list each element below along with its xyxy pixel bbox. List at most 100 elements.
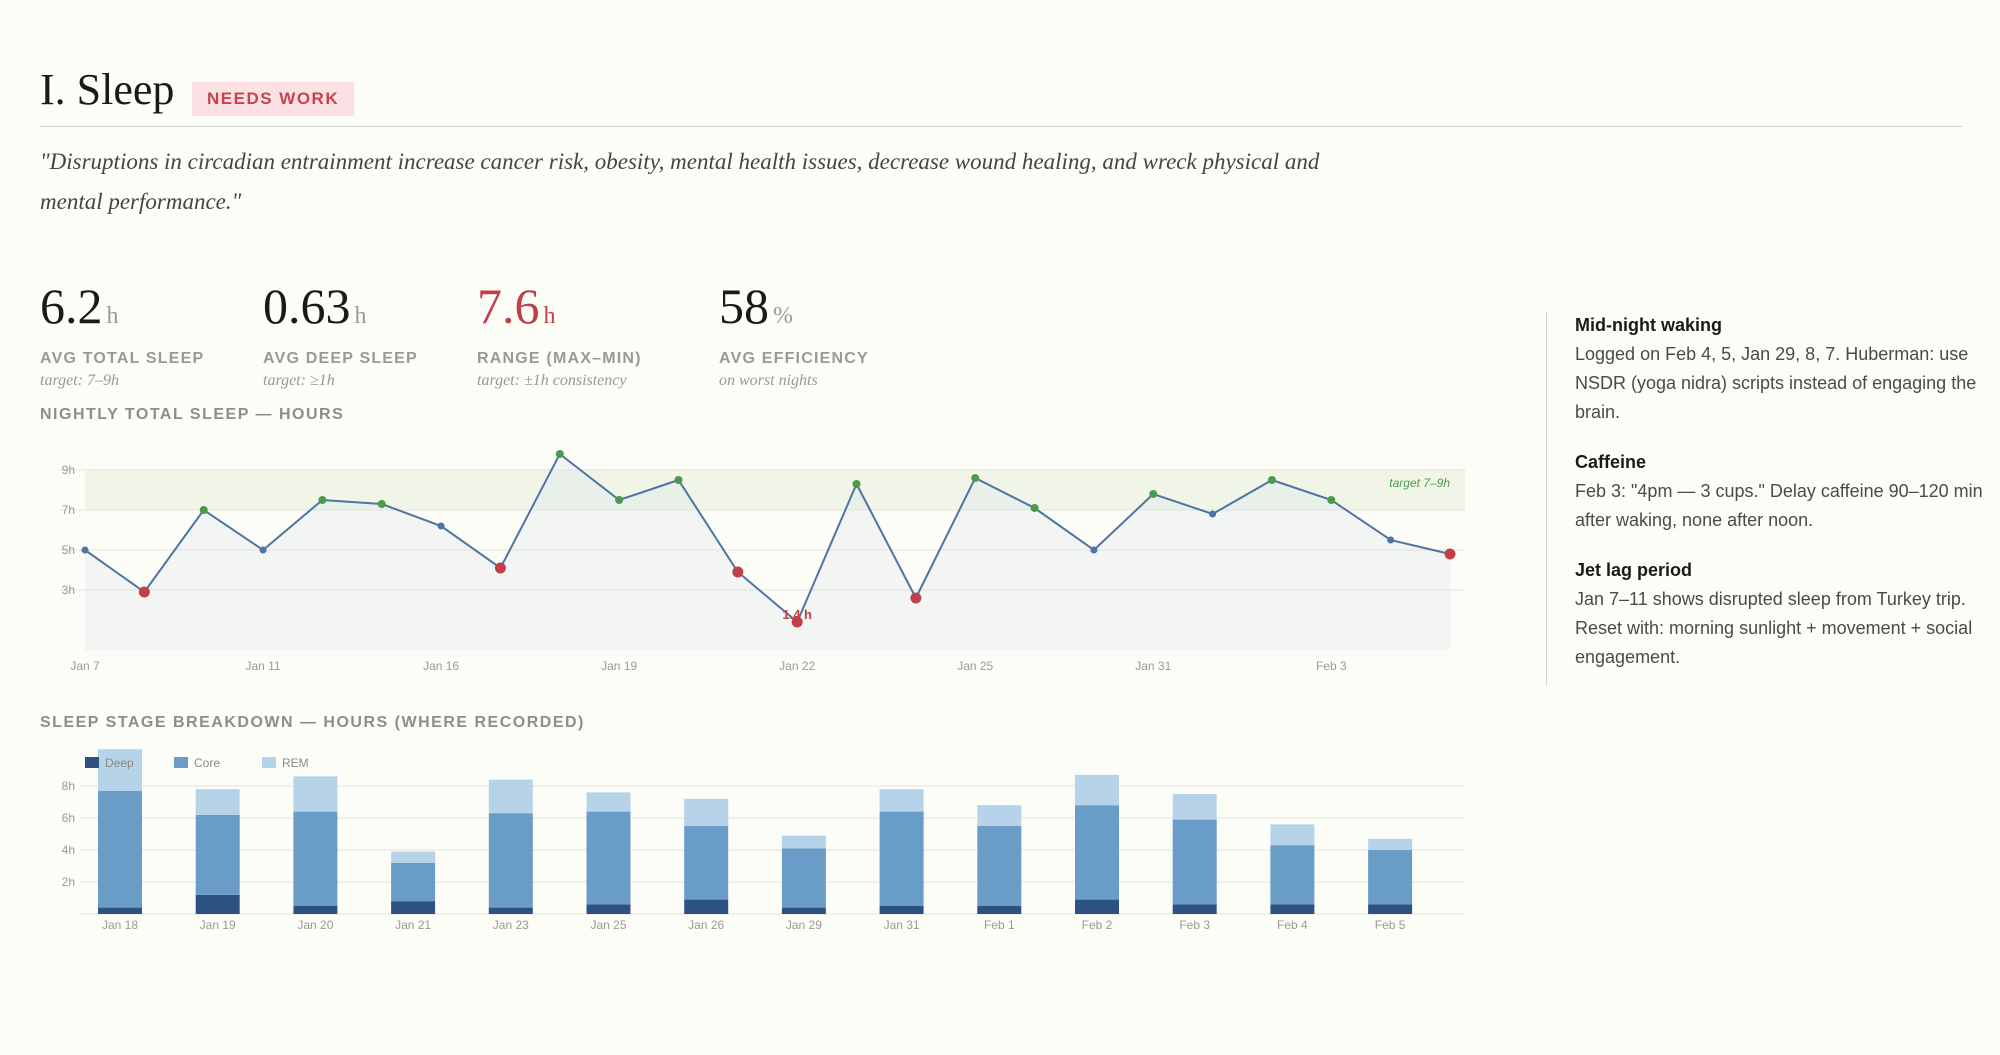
bar-rem — [781, 835, 826, 849]
bar-core — [195, 814, 240, 895]
bar-rem — [586, 792, 631, 812]
bar-core — [391, 862, 436, 902]
y-tick-label: 8h — [62, 779, 75, 793]
bar-rem — [488, 779, 533, 814]
note-title: Jet lag period — [1575, 560, 1693, 580]
data-point — [674, 476, 683, 484]
stat-value: 7.6 h — [477, 278, 556, 334]
bar-core — [1075, 805, 1119, 900]
y-tick-label: 5h — [62, 543, 75, 557]
stat-avg-total-sleep: 6.2 h AVG TOTAL SLEEP target: 7–9h — [40, 276, 204, 390]
note-caffeine: Caffeine Feb 3: "4pm — 3 cups." Delay ca… — [1575, 449, 1995, 535]
legend-swatch-deep — [85, 757, 99, 768]
data-point — [1327, 496, 1336, 504]
bar-rem — [1075, 774, 1119, 806]
bar-rem — [98, 749, 142, 791]
bar-chart-title: SLEEP STAGE BREAKDOWN — HOURS (WHERE REC… — [40, 714, 585, 731]
line-chart-title: NIGHTLY TOTAL SLEEP — HOURS — [40, 406, 345, 423]
note-body: Jan 7–11 shows disrupted sleep from Turk… — [1575, 589, 1973, 667]
stat-label: AVG DEEP SLEEP — [263, 350, 418, 367]
data-point — [1149, 490, 1158, 498]
x-tick-label: Jan 25 — [590, 918, 626, 932]
stat-value: 58% — [719, 278, 793, 334]
note-jet-lag: Jet lag period Jan 7–11 shows disrupted … — [1575, 557, 1995, 672]
stat-label: RANGE (MAX–MIN) — [477, 350, 642, 367]
data-point — [494, 562, 506, 574]
note-body: Logged on Feb 4, 5, Jan 29, 8, 7. Huberm… — [1575, 344, 1977, 422]
stat-target: on worst nights — [719, 372, 818, 389]
bar-core — [1368, 850, 1413, 905]
bar-core — [684, 826, 729, 900]
data-point — [615, 496, 624, 504]
stat-label: AVG EFFICIENCY — [719, 350, 869, 367]
data-point — [1030, 504, 1039, 512]
stat-range: 7.6 h RANGE (MAX–MIN) target: ±1h consist… — [477, 276, 642, 390]
bar-deep — [1172, 904, 1217, 914]
note-midnight-waking: Mid-night waking Logged on Feb 4, 5, Jan… — [1575, 312, 1995, 427]
x-tick-label: Jan 26 — [688, 918, 724, 932]
data-point — [81, 546, 89, 554]
y-tick-label: 9h — [62, 463, 75, 477]
stat-value: 6.2 h — [40, 278, 119, 334]
bar-rem — [1270, 824, 1315, 846]
x-tick-label: Feb 1 — [984, 918, 1015, 932]
data-point — [377, 500, 386, 508]
stat-label: AVG TOTAL SLEEP — [40, 350, 205, 367]
data-point — [1387, 536, 1395, 544]
bar-core — [488, 813, 533, 908]
data-point — [852, 480, 861, 488]
x-tick-label: Feb 4 — [1277, 918, 1308, 932]
legend-swatch-core — [174, 757, 188, 768]
bar-deep — [1270, 904, 1315, 914]
data-point — [791, 616, 803, 628]
bar-deep — [98, 907, 142, 914]
data-point — [437, 522, 445, 530]
series-area — [85, 454, 1450, 650]
data-point — [1267, 476, 1276, 484]
x-tick-label: Jan 21 — [395, 918, 431, 932]
x-tick-label: Jan 23 — [493, 918, 529, 932]
nightly-sleep-line-chart: target 7–9h 3h 5h 7h 9h 1.4 h Jan 7 Jan 11 Jan 1… — [60, 450, 1465, 673]
bar-core — [586, 811, 631, 905]
stat-value: 0.63 h — [263, 278, 367, 334]
note-title: Caffeine — [1575, 452, 1647, 472]
legend-label-rem: REM — [282, 756, 309, 770]
x-tick-label: Jan 19 — [200, 918, 236, 932]
y-tick-label: 2h — [62, 875, 75, 889]
x-tick-label: Jan 11 — [245, 659, 280, 673]
page-title: I. Sleep — [40, 65, 175, 114]
bar-core — [977, 826, 1022, 906]
data-point — [259, 546, 267, 554]
status-badge: NEEDS WORK — [192, 82, 355, 116]
y-tick-label: 6h — [62, 811, 75, 825]
x-tick-label: Jan 31 — [1135, 659, 1171, 673]
bar-rem — [391, 851, 436, 863]
y-tick-label: 7h — [62, 503, 75, 517]
bar-deep — [1075, 899, 1119, 914]
x-tick-label: Jan 20 — [297, 918, 333, 932]
bar-rem — [977, 805, 1022, 826]
bar-deep — [391, 901, 436, 914]
bar-deep — [684, 899, 729, 914]
x-tick-label: Feb 5 — [1375, 918, 1406, 932]
bar-rem — [1368, 838, 1413, 850]
x-tick-label: Jan 22 — [779, 659, 815, 673]
data-point — [1209, 510, 1217, 518]
bar-deep — [781, 907, 826, 914]
legend-label-deep: Deep — [105, 756, 134, 770]
quote: "Disruptions in circadian entrainment in… — [40, 149, 1320, 214]
bar-core — [1270, 845, 1315, 905]
bar-core — [781, 848, 826, 908]
x-tick-label: Jan 31 — [884, 918, 920, 932]
x-tick-label: Jan 19 — [601, 659, 637, 673]
notes-sidebar: Mid-night waking Logged on Feb 4, 5, Jan… — [1546, 312, 1995, 686]
bar-deep — [195, 894, 240, 914]
data-point — [910, 592, 922, 604]
bar-rem — [684, 798, 729, 826]
bar-rem — [879, 789, 924, 812]
data-point — [732, 566, 744, 578]
y-tick-label: 4h — [62, 843, 75, 857]
bar-deep — [488, 907, 533, 914]
data-point — [318, 496, 327, 504]
bar-rem — [293, 776, 338, 812]
